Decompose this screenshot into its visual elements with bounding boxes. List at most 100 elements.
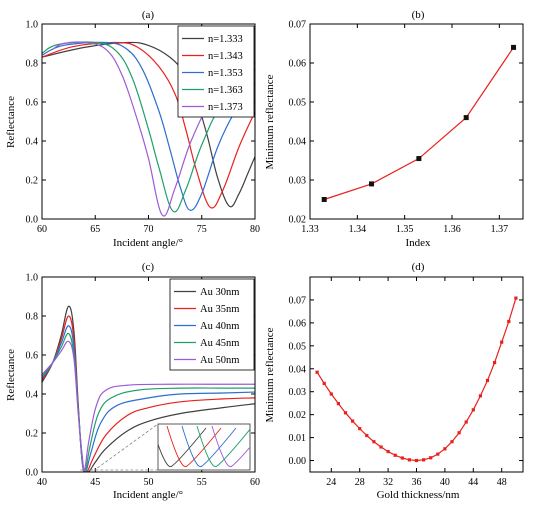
y-tick-label: 0.6: [26, 98, 39, 109]
x-tick-label: 60: [250, 477, 260, 488]
y-tick-label: 0.2: [26, 429, 39, 440]
data-point: [443, 447, 447, 451]
y-tick-label: 0.06: [289, 318, 307, 329]
legend-entry: n=1.333: [208, 34, 243, 45]
x-tick-label: 48: [497, 477, 507, 488]
panel-a: (a) 60 65 70 75 80 0.0 0.2 0.4 0.6 0.8 1.0 n=1.333…: [5, 9, 260, 249]
x-tick-label: 40: [37, 477, 47, 488]
panel-d-label: (d): [412, 261, 425, 273]
y-tick-label: 1.0: [26, 20, 39, 31]
y-tick-label: 0.07: [289, 20, 307, 31]
panel-b-series: [321, 44, 517, 202]
data-point: [393, 453, 397, 457]
data-point: [369, 181, 375, 187]
panel-c-xlabel: Incident angle/°: [113, 489, 183, 501]
data-point: [343, 411, 348, 415]
inset-curves: [158, 425, 250, 468]
data-point: [321, 197, 327, 202]
data-point: [322, 381, 326, 386]
inset-line-4: [196, 425, 250, 468]
inset-line-2: [166, 425, 222, 468]
series-line-4: [42, 41, 255, 213]
legend-entry: n=1.353: [208, 68, 243, 79]
x-tick-label: 40: [440, 477, 450, 488]
x-tick-label: 1.37: [491, 224, 509, 235]
data-point: [379, 445, 383, 449]
data-point: [315, 370, 319, 374]
y-tick-label: 0.03: [289, 387, 307, 398]
x-tick-label: 60: [37, 224, 47, 235]
data-point: [436, 452, 440, 456]
data-point: [507, 319, 511, 324]
series-line-2: [42, 315, 255, 472]
series-line-3: [42, 41, 255, 211]
data-point: [407, 458, 411, 462]
panel-d-ticks: 24 28 32 36 40 44 48 0.00 0.01 0.02 0.03 0.04 0.05 0.…: [289, 277, 523, 488]
data-point: [400, 456, 404, 460]
data-point: [478, 394, 482, 398]
y-tick-label: 0.4: [26, 390, 39, 401]
data-point: [429, 456, 433, 460]
panel-b: (b) 1.33 1.34 1.35 1.36 1.37 0.02 0.03 0.04 0.05…: [264, 9, 524, 249]
data-point: [422, 458, 426, 462]
series-clip-group: [321, 44, 517, 202]
data-point: [464, 420, 468, 424]
y-tick-label: 0.8: [26, 312, 39, 323]
x-tick-label: 28: [355, 477, 365, 488]
x-tick-label: 1.33: [301, 224, 319, 235]
panel-d: (d) 24 28 32 36 40 44 48 0.00 0.01 0.02 0.03 0.04 0.…: [264, 261, 524, 501]
legend-entry: Au 35nm: [200, 304, 239, 315]
x-tick-label: 65: [90, 224, 100, 235]
data-point: [457, 431, 461, 435]
data-point: [365, 433, 369, 438]
data-point: [514, 296, 518, 300]
panel-b-ylabel: Minimum reflectance: [264, 74, 276, 169]
y-tick-label: 0.06: [289, 59, 307, 70]
panel-b-xlabel: Index: [405, 237, 431, 249]
data-point: [416, 156, 422, 162]
y-tick-label: 0.02: [289, 410, 307, 421]
legend-entry: n=1.343: [208, 51, 243, 62]
panel-b-frame: [309, 23, 524, 220]
panel-c-series: [42, 305, 255, 472]
y-tick-label: 0.05: [289, 98, 307, 109]
panel-c-legend: Au 30nm Au 35nm Au 40nm Au 45nm Au 50nm: [169, 278, 255, 371]
y-tick-label: 0.6: [26, 351, 39, 362]
legend-entry: n=1.363: [208, 85, 243, 96]
panel-d-xlabel: Gold thickness/nm: [377, 489, 460, 501]
x-tick-label: 1.36: [443, 224, 461, 235]
legend-entry: Au 40nm: [200, 321, 239, 332]
x-tick-label: 70: [144, 224, 154, 235]
x-tick-label: 1.35: [396, 224, 414, 235]
data-point: [372, 440, 376, 444]
series-clip-group: [315, 296, 518, 463]
legend-box: [177, 25, 255, 118]
data-point: [463, 115, 469, 121]
y-tick-label: 0.2: [26, 176, 39, 187]
panel-a-label: (a): [142, 9, 155, 21]
inset-line-3: [181, 425, 237, 468]
x-tick-label: 80: [250, 224, 260, 235]
x-tick-label: 24: [326, 477, 336, 488]
data-point: [485, 378, 490, 383]
inset-line-1: [158, 427, 207, 468]
legend-entry: Au 50nm: [200, 355, 239, 366]
data-point: [511, 44, 517, 50]
y-tick-label: 0.04: [289, 364, 307, 375]
y-tick-label: 0.00: [289, 456, 307, 467]
y-tick-label: 0.0: [26, 468, 39, 479]
panel-a-ylabel: Reflectance: [5, 96, 17, 148]
legend-box: [169, 278, 255, 371]
inset-line-5: [211, 425, 250, 468]
panel-b-ticks: 1.33 1.34 1.35 1.36 1.37 0.02 0.03 0.04 0.05 0.06…: [289, 20, 523, 235]
panel-c-label: (c): [142, 261, 155, 273]
y-tick-label: 0.8: [26, 59, 39, 70]
inset-connector: [97, 423, 159, 469]
x-tick-label: 44: [468, 477, 478, 488]
data-point: [358, 427, 362, 431]
series-line-5: [42, 340, 255, 472]
legend-entry: Au 30nm: [200, 287, 239, 298]
series-line-4: [42, 332, 255, 472]
x-tick-label: 55: [197, 477, 207, 488]
panel-d-frame: [309, 276, 524, 473]
